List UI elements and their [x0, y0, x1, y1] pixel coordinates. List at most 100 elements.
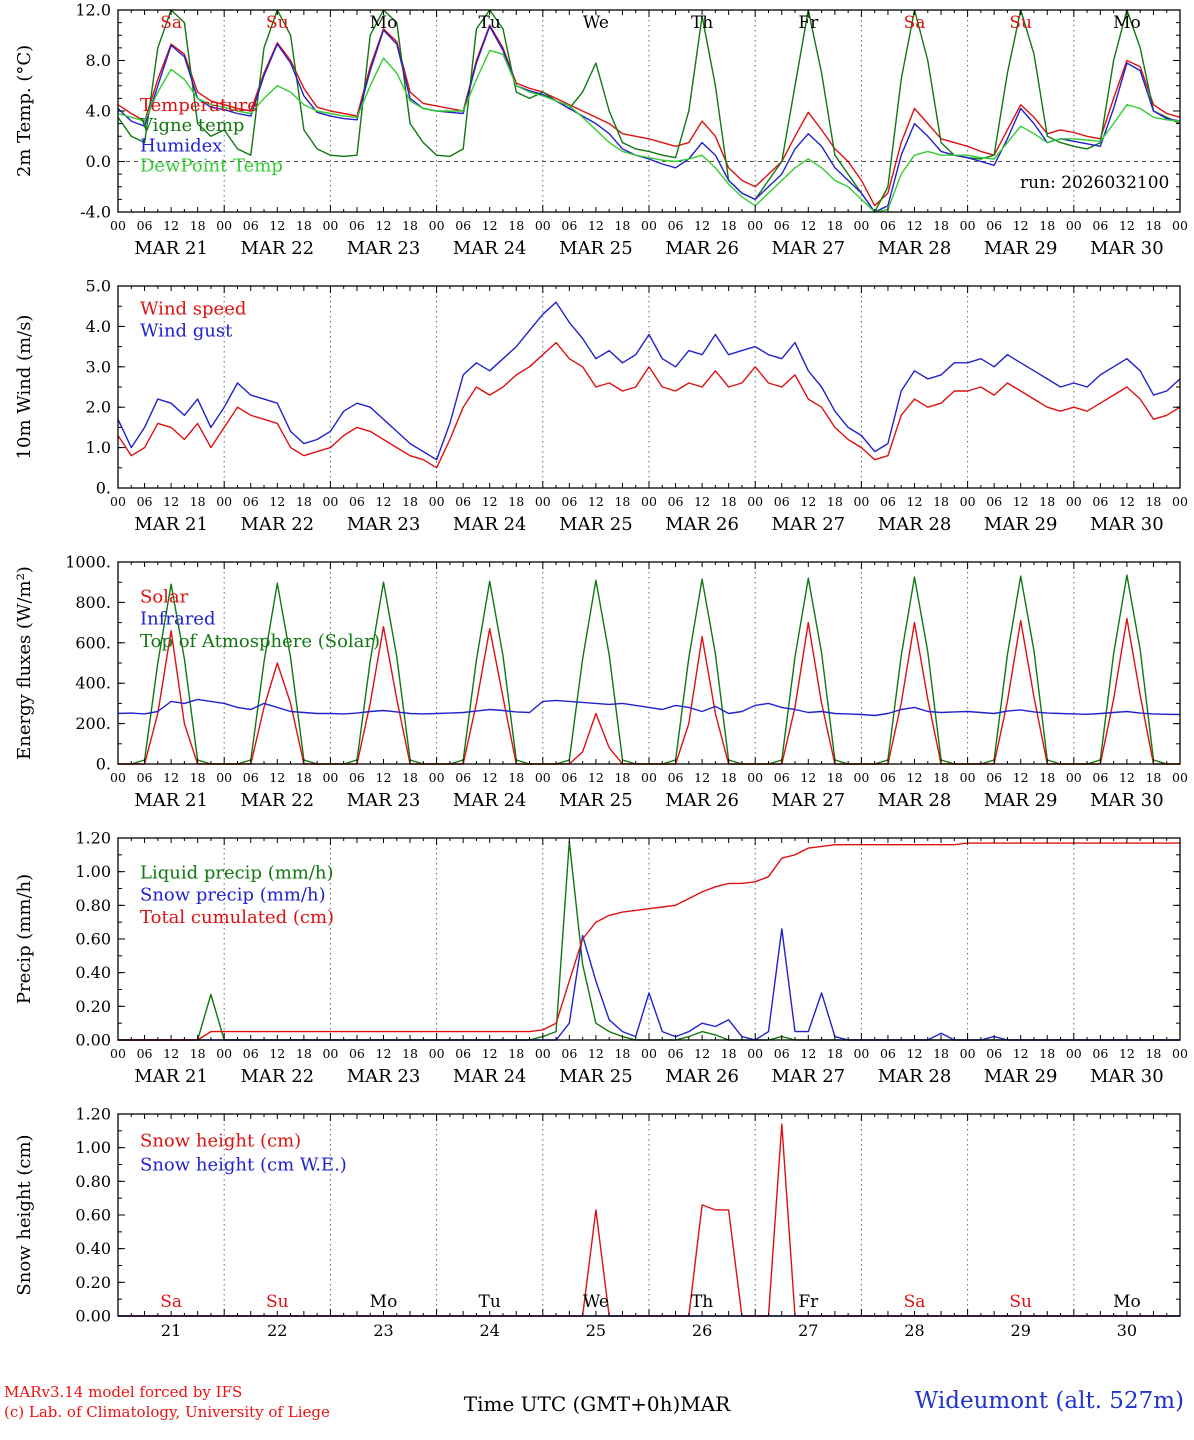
svg-text:Su: Su: [1009, 13, 1032, 33]
svg-text:4.0: 4.0: [86, 317, 111, 336]
svg-text:Sa: Sa: [160, 13, 182, 33]
svg-text:MAR 29: MAR 29: [984, 514, 1058, 535]
svg-text:26: 26: [692, 1321, 712, 1340]
svg-text:18: 18: [827, 1046, 843, 1061]
svg-text:12: 12: [482, 1046, 498, 1061]
svg-text:18: 18: [721, 770, 737, 785]
svg-text:MAR 28: MAR 28: [878, 1066, 952, 1087]
svg-text:Mo: Mo: [370, 13, 398, 33]
svg-text:12: 12: [907, 770, 923, 785]
svg-text:00: 00: [960, 218, 976, 233]
svg-text:18: 18: [827, 218, 843, 233]
svg-text:MAR 23: MAR 23: [347, 790, 421, 811]
svg-text:06: 06: [668, 1046, 684, 1061]
svg-text:0.00: 0.00: [75, 1307, 111, 1326]
snow-height-chart: 0.00 0.20 0.40 0.60 0.80 1.00 1.20 21 22 23 24 25 26…: [14, 1105, 1181, 1340]
svg-text:Humidex: Humidex: [140, 135, 222, 156]
svg-text:00: 00: [641, 494, 657, 509]
svg-text:18: 18: [1039, 218, 1055, 233]
svg-text:MAR 23: MAR 23: [347, 238, 421, 259]
svg-text:24: 24: [480, 1321, 500, 1340]
svg-text:Sa: Sa: [904, 1292, 926, 1312]
svg-text:12: 12: [482, 494, 498, 509]
svg-text:06: 06: [774, 1046, 790, 1061]
svg-text:Su: Su: [1009, 1292, 1032, 1312]
svg-text:-4.0: -4.0: [80, 203, 111, 222]
svg-text:06: 06: [668, 218, 684, 233]
svg-text:00: 00: [747, 770, 763, 785]
svg-text:12: 12: [1013, 1046, 1029, 1061]
svg-text:MAR 26: MAR 26: [665, 514, 739, 535]
svg-text:06: 06: [561, 770, 577, 785]
svg-text:12: 12: [482, 218, 498, 233]
station-label: Wideumont (alt. 527m): [914, 1388, 1184, 1414]
svg-text:00: 00: [641, 1046, 657, 1061]
wind-panel: 0. 1.0 2.0 3.0 4.0 5.0 00 06 12 18 00 06 12 18 00 06 12 1…: [0, 276, 1194, 552]
svg-text:06: 06: [774, 770, 790, 785]
svg-text:00: 00: [960, 770, 976, 785]
model-credit: MARv3.14 model forced by IFS (c) Lab. of…: [4, 1382, 330, 1423]
svg-text:00: 00: [1066, 1046, 1082, 1061]
svg-text:18: 18: [721, 494, 737, 509]
svg-text:00: 00: [322, 494, 338, 509]
svg-text:18: 18: [296, 1046, 312, 1061]
svg-text:MAR 30: MAR 30: [1090, 514, 1164, 535]
figure-footer: MARv3.14 model forced by IFS (c) Lab. of…: [0, 1380, 1194, 1440]
svg-text:21: 21: [161, 1321, 181, 1340]
svg-text:0.60: 0.60: [75, 930, 111, 949]
svg-text:18: 18: [508, 218, 524, 233]
svg-text:12: 12: [1119, 218, 1135, 233]
svg-text:06: 06: [455, 218, 471, 233]
svg-text:600.: 600.: [75, 633, 111, 652]
svg-text:12: 12: [1119, 1046, 1135, 1061]
svg-text:12: 12: [163, 770, 179, 785]
svg-text:00: 00: [216, 494, 232, 509]
svg-text:06: 06: [243, 1046, 259, 1061]
svg-text:00: 00: [429, 1046, 445, 1061]
svg-text:MAR 25: MAR 25: [559, 1066, 633, 1087]
svg-text:1.00: 1.00: [75, 1138, 111, 1157]
svg-text:MAR 24: MAR 24: [453, 790, 527, 811]
svg-text:00: 00: [322, 218, 338, 233]
svg-text:Snow height (cm W.E.): Snow height (cm W.E.): [140, 1155, 347, 1176]
svg-text:18: 18: [296, 494, 312, 509]
svg-text:06: 06: [455, 1046, 471, 1061]
svg-text:12: 12: [907, 218, 923, 233]
svg-text:Total cumulated (cm): Total cumulated (cm): [140, 907, 334, 928]
svg-text:06: 06: [1092, 494, 1108, 509]
svg-text:Fr: Fr: [798, 13, 819, 33]
svg-text:00: 00: [110, 218, 126, 233]
svg-text:06: 06: [349, 218, 365, 233]
svg-text:18: 18: [508, 494, 524, 509]
svg-text:Su: Su: [266, 13, 289, 33]
svg-text:18: 18: [296, 770, 312, 785]
svg-text:Sa: Sa: [904, 13, 926, 33]
svg-text:DewPoint Temp: DewPoint Temp: [140, 156, 283, 177]
svg-text:18: 18: [190, 494, 206, 509]
svg-text:06: 06: [774, 218, 790, 233]
wind-chart: 0. 1.0 2.0 3.0 4.0 5.0 00 06 12 18 00 06 12 18 00 06 12 1…: [14, 277, 1188, 536]
precip-panel: 0.00 0.20 0.40 0.60 0.80 1.00 1.20 00 06 12 18 00 06…: [0, 828, 1194, 1104]
svg-text:0.40: 0.40: [75, 963, 111, 982]
svg-text:Energy fluxes (W/m²): Energy fluxes (W/m²): [14, 566, 35, 760]
svg-text:MAR 24: MAR 24: [453, 1066, 527, 1087]
svg-text:18: 18: [190, 770, 206, 785]
svg-text:18: 18: [1039, 1046, 1055, 1061]
svg-text:18: 18: [402, 770, 418, 785]
svg-text:Vigne temp: Vigne temp: [139, 115, 244, 136]
svg-text:00: 00: [641, 770, 657, 785]
svg-text:12: 12: [694, 770, 710, 785]
svg-text:06: 06: [986, 494, 1002, 509]
svg-text:0.00: 0.00: [75, 1031, 111, 1050]
svg-text:2m Temp. (°C): 2m Temp. (°C): [14, 45, 35, 177]
svg-text:MAR 25: MAR 25: [559, 514, 633, 535]
svg-text:00: 00: [960, 494, 976, 509]
svg-text:18: 18: [933, 1046, 949, 1061]
svg-text:12: 12: [907, 1046, 923, 1061]
svg-text:06: 06: [349, 494, 365, 509]
svg-text:00: 00: [641, 218, 657, 233]
svg-text:00: 00: [535, 1046, 551, 1061]
svg-text:1.0: 1.0: [86, 438, 111, 457]
svg-text:0.80: 0.80: [75, 1172, 111, 1191]
svg-text:18: 18: [721, 1046, 737, 1061]
